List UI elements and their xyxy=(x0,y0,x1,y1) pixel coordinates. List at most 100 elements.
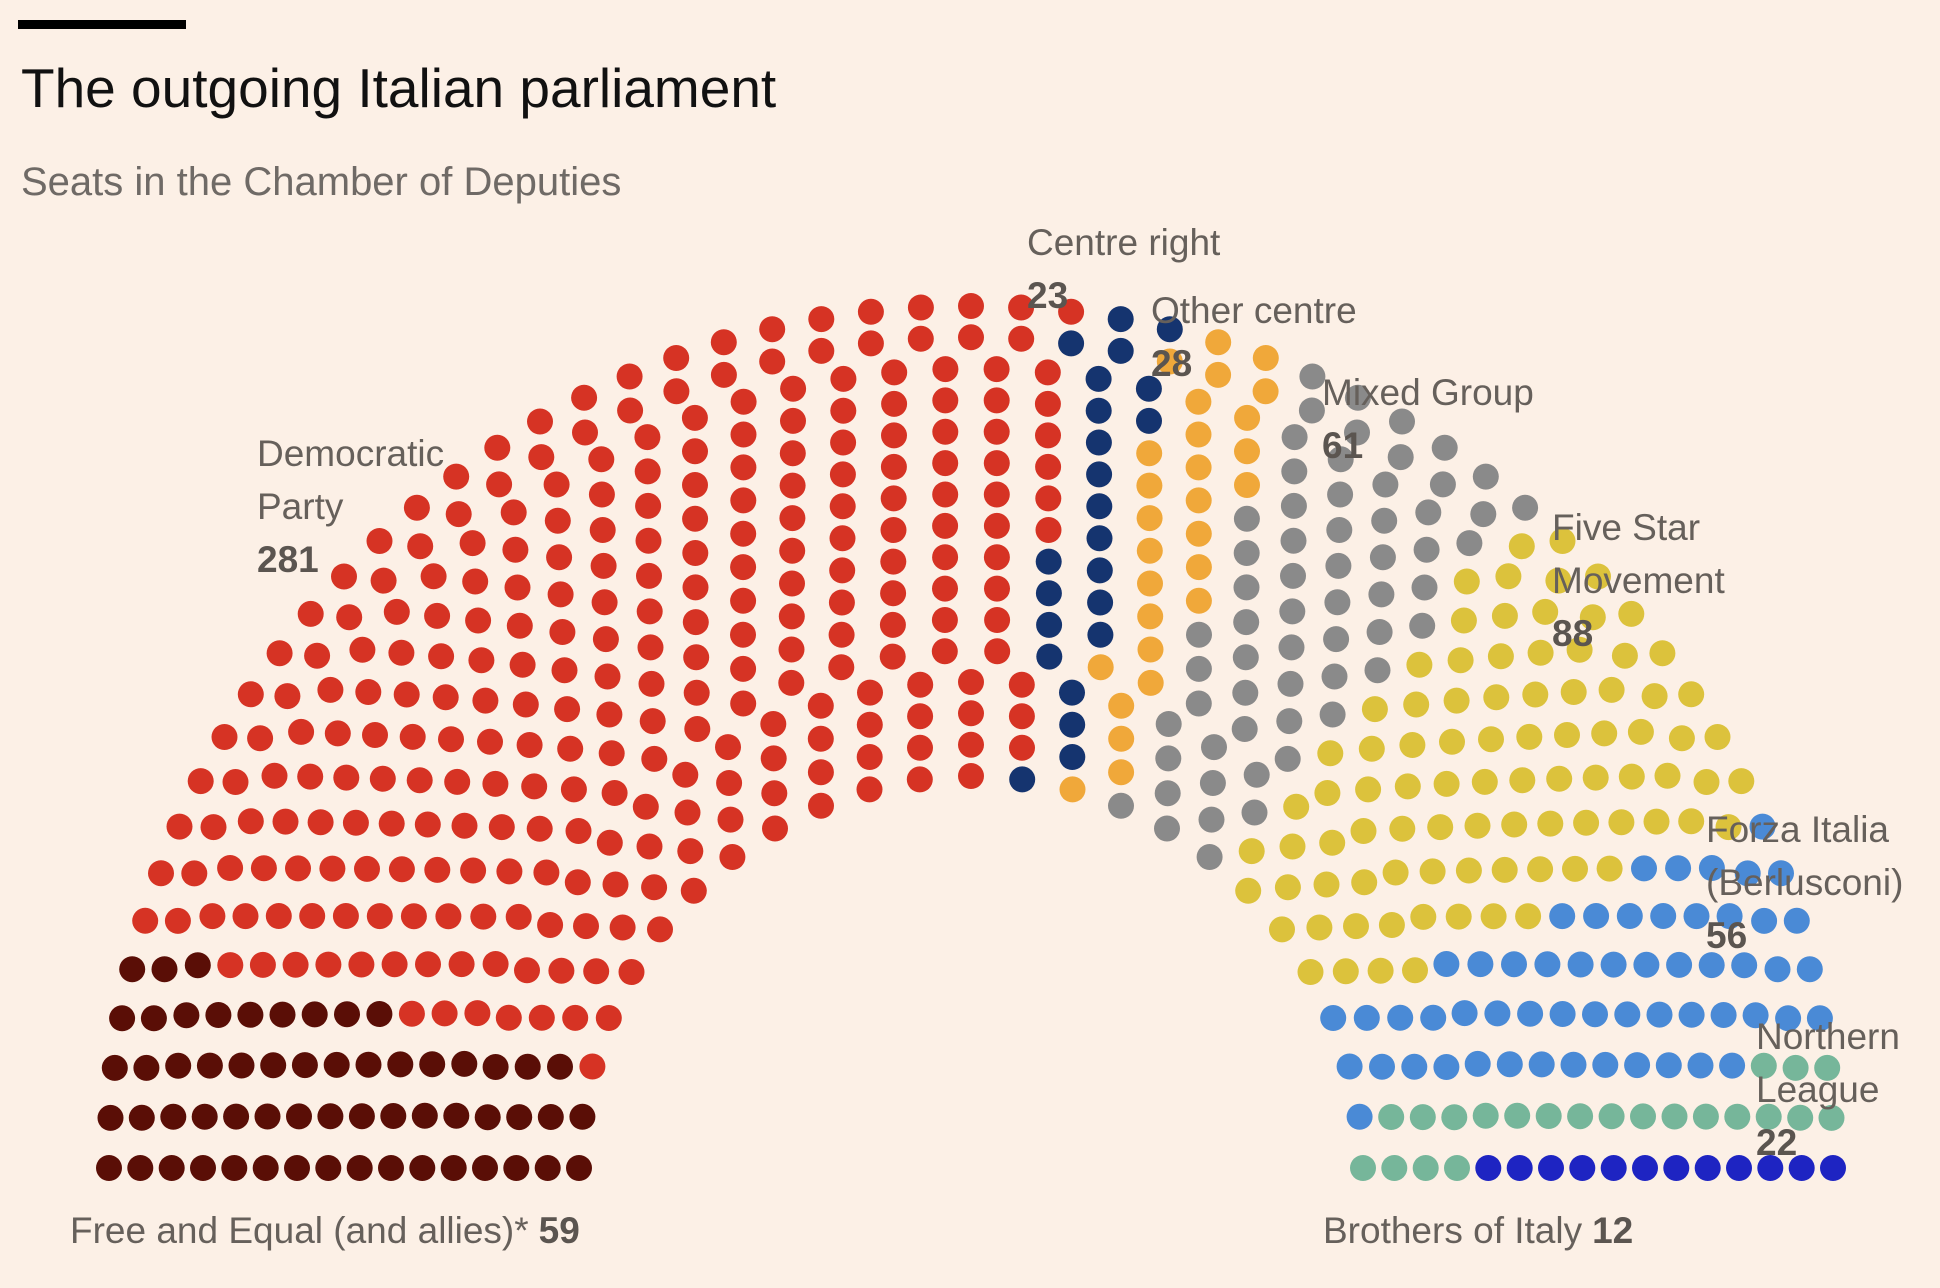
seat-dot xyxy=(355,1051,382,1078)
seat-dot xyxy=(641,874,668,901)
seat-dot xyxy=(1470,501,1497,528)
seat-dot xyxy=(1491,602,1518,629)
label-mixed-group: Mixed Group 61 xyxy=(1322,366,1534,472)
seat-dot xyxy=(1420,1004,1447,1031)
seat-dot xyxy=(1344,419,1370,446)
seat-dot xyxy=(1136,537,1163,564)
seat-dot xyxy=(1185,520,1212,547)
seat-dot xyxy=(1155,711,1182,737)
seat-dot xyxy=(958,293,984,319)
seat-dot xyxy=(663,378,690,405)
seat-dot xyxy=(1413,536,1440,563)
seat-dot xyxy=(544,507,571,534)
seat-dot xyxy=(266,640,293,667)
seat-dot xyxy=(1472,1102,1499,1129)
seat-dot xyxy=(682,540,709,566)
seat-dot xyxy=(730,487,757,514)
label-centre-right-value: 23 xyxy=(1027,275,1069,316)
seat-dot xyxy=(1327,446,1354,473)
seat-dot xyxy=(474,1104,501,1131)
seat-dot xyxy=(1698,855,1725,881)
seat-dot xyxy=(906,766,933,793)
seat-dot xyxy=(1649,640,1676,667)
seat-dot xyxy=(484,434,511,461)
seat-dot xyxy=(1233,609,1260,636)
seat-dot xyxy=(349,636,376,663)
seat-dot xyxy=(1600,951,1627,978)
seat-dot xyxy=(1199,770,1226,796)
seat-dot xyxy=(1059,711,1086,738)
seat-dot xyxy=(1451,1000,1478,1027)
label-northern-league: Northern League 22 xyxy=(1756,1010,1900,1169)
seat-dot xyxy=(128,1104,155,1131)
seat-dot xyxy=(1243,761,1270,788)
seat-dot xyxy=(443,463,470,490)
seat-dot xyxy=(1277,670,1304,697)
seat-dot xyxy=(97,1104,124,1131)
seat-dot xyxy=(1325,552,1352,579)
seat-dot xyxy=(808,792,834,819)
seat-dot xyxy=(1313,871,1340,898)
seat-dot xyxy=(807,725,834,752)
seat-dot xyxy=(592,626,619,653)
seat-dot xyxy=(482,951,509,977)
seat-dot xyxy=(1108,692,1135,719)
seat-dot xyxy=(101,1054,128,1081)
seat-dot xyxy=(1627,718,1654,745)
seat-dot xyxy=(1036,643,1063,670)
seat-dot xyxy=(984,638,1011,665)
seat-dot xyxy=(319,855,346,882)
seat-dot xyxy=(1441,1104,1468,1131)
seat-dot xyxy=(1136,505,1163,532)
seat-dot xyxy=(496,858,523,885)
seat-dot xyxy=(635,527,662,554)
seat-dot xyxy=(196,1052,223,1079)
seat-dot xyxy=(1319,829,1346,856)
seat-dot xyxy=(1034,359,1061,386)
seat-dot xyxy=(634,458,661,485)
seat-dot xyxy=(1641,683,1668,710)
seat-dot xyxy=(406,767,433,794)
seat-dot xyxy=(808,337,835,364)
seat-dot xyxy=(1035,485,1062,512)
seat-dot xyxy=(1351,869,1378,896)
seat-dot xyxy=(1582,764,1609,791)
seat-dot xyxy=(1350,1155,1376,1181)
seat-dot xyxy=(165,1052,192,1079)
seat-dot xyxy=(983,418,1010,445)
seat-dot xyxy=(334,1001,360,1028)
seat-dot xyxy=(1234,438,1260,465)
label-free-equal-text: Free and Equal (and allies)* xyxy=(70,1210,529,1251)
seat-dot xyxy=(460,857,487,884)
seat-dot xyxy=(730,587,757,614)
seat-dot xyxy=(682,609,709,636)
seat-dot xyxy=(388,639,415,666)
seat-dot xyxy=(779,505,806,532)
seat-dot xyxy=(415,951,441,978)
seat-dot xyxy=(730,690,757,717)
seat-dot xyxy=(1508,533,1535,560)
seat-dot xyxy=(1567,1103,1594,1130)
seat-dot xyxy=(301,1001,328,1028)
seat-dot xyxy=(1687,1052,1714,1079)
seat-dot xyxy=(1299,363,1326,390)
seat-dot xyxy=(557,735,584,762)
seat-dot xyxy=(1585,563,1611,590)
seat-dot xyxy=(1409,612,1436,639)
seat-dot xyxy=(1036,611,1063,638)
seat-dot xyxy=(516,732,543,758)
seat-dot xyxy=(1678,808,1705,835)
seat-dot xyxy=(829,525,856,552)
seat-dot xyxy=(1298,397,1325,424)
seat-dot xyxy=(632,793,659,820)
seat-dot xyxy=(1323,626,1350,653)
seat-dot xyxy=(250,855,277,882)
seat-dot xyxy=(1327,481,1354,508)
seat-dot xyxy=(1059,744,1086,770)
party-mixed-group-seats xyxy=(1108,363,1539,870)
seat-dot xyxy=(269,1001,296,1028)
seat-dot xyxy=(151,956,178,983)
seat-dot xyxy=(1355,776,1382,803)
seat-dot xyxy=(1796,956,1823,983)
